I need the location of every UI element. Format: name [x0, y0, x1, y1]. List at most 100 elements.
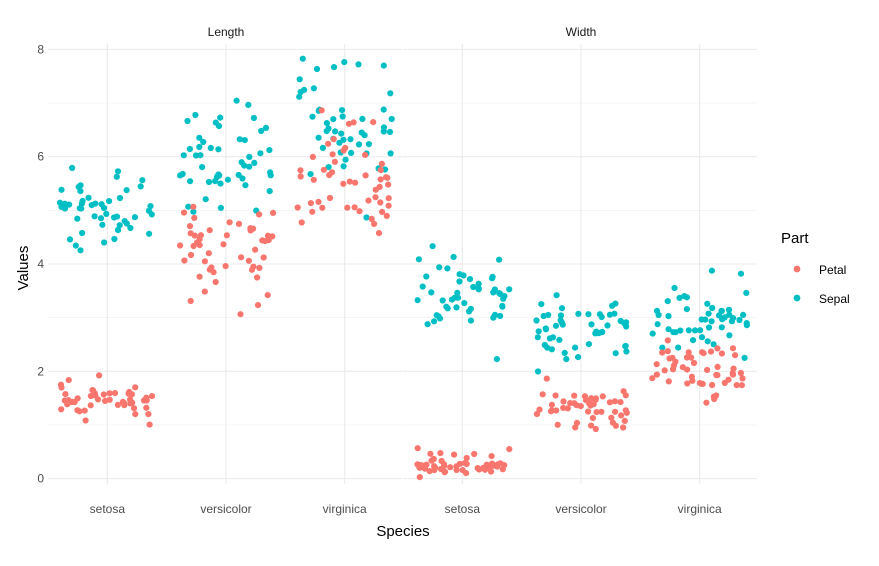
point-sepal-width-versicolor: [585, 341, 593, 348]
point-sepal-length-versicolor: [246, 153, 253, 160]
point-petal-width-setosa: [506, 446, 513, 453]
point-sepal-length-virginica: [380, 128, 387, 135]
point-petal-length-virginica: [294, 204, 301, 211]
point-petal-width-versicolor: [564, 405, 571, 412]
point-sepal-length-virginica: [359, 115, 366, 122]
point-sepal-length-virginica: [323, 128, 330, 135]
point-sepal-width-virginica: [708, 318, 715, 325]
point-sepal-length-versicolor: [190, 208, 197, 215]
x-tick-label: versicolor: [555, 502, 606, 516]
point-sepal-length-versicolor: [179, 170, 186, 178]
point-sepal-length-virginica: [336, 139, 343, 146]
point-petal-length-setosa: [143, 404, 150, 411]
point-petal-width-versicolor: [598, 408, 605, 415]
point-sepal-length-versicolor: [205, 178, 213, 186]
point-petal-width-virginica: [653, 361, 660, 368]
point-petal-length-versicolor: [191, 232, 198, 239]
point-petal-width-setosa: [414, 445, 421, 452]
point-petal-length-versicolor: [250, 263, 257, 270]
point-petal-width-setosa: [437, 450, 444, 457]
point-sepal-width-virginica: [665, 313, 672, 320]
point-petal-width-virginica: [739, 375, 746, 382]
point-sepal-width-setosa: [419, 283, 426, 290]
point-petal-width-setosa: [427, 450, 434, 457]
point-petal-width-setosa: [483, 461, 490, 468]
point-sepal-length-setosa: [91, 213, 98, 220]
point-sepal-width-virginica: [718, 307, 725, 314]
point-petal-width-setosa: [494, 463, 501, 470]
point-sepal-width-versicolor: [557, 312, 565, 319]
point-petal-length-virginica: [362, 151, 369, 158]
point-petal-width-virginica: [664, 348, 671, 355]
point-petal-length-versicolor: [238, 254, 245, 261]
point-petal-length-setosa: [102, 397, 109, 404]
point-petal-width-virginica: [684, 380, 691, 387]
point-petal-length-setosa: [132, 384, 139, 391]
point-petal-length-setosa: [106, 390, 113, 397]
point-sepal-length-versicolor: [250, 114, 257, 122]
point-sepal-length-setosa: [103, 210, 110, 217]
point-sepal-width-versicolor: [588, 321, 595, 328]
point-petal-length-versicolor: [201, 288, 208, 295]
point-sepal-width-virginica: [705, 324, 713, 331]
point-sepal-width-setosa: [431, 318, 438, 325]
point-petal-length-setosa: [94, 396, 102, 403]
point-petal-length-virginica: [365, 197, 372, 204]
point-petal-width-virginica: [689, 377, 696, 384]
point-sepal-length-virginica: [340, 163, 347, 170]
point-sepal-width-virginica: [740, 311, 747, 318]
point-petal-length-virginica: [385, 181, 392, 188]
point-petal-length-setosa: [89, 387, 96, 394]
point-sepal-length-versicolor: [258, 127, 265, 135]
point-petal-length-setosa: [130, 405, 138, 412]
point-petal-length-setosa: [100, 391, 107, 398]
point-petal-length-setosa: [143, 397, 150, 404]
point-petal-length-virginica: [376, 183, 383, 190]
y-tick-labels: 0 2 4 6 8: [37, 42, 44, 485]
point-petal-width-versicolor: [622, 407, 629, 414]
point-sepal-length-virginica: [342, 156, 349, 163]
point-petal-length-versicolor: [186, 223, 194, 230]
point-sepal-width-virginica: [708, 267, 716, 274]
point-sepal-length-virginica: [325, 164, 332, 171]
point-sepal-width-virginica: [736, 316, 743, 324]
point-sepal-length-versicolor: [192, 111, 199, 119]
point-petal-length-versicolor: [206, 227, 213, 234]
point-sepal-length-versicolor: [212, 119, 219, 126]
point-sepal-width-versicolor: [595, 330, 603, 337]
point-petal-length-versicolor: [180, 209, 188, 216]
point-petal-length-virginica: [375, 230, 383, 237]
point-sepal-width-setosa: [501, 293, 508, 300]
point-sepal-length-versicolor: [200, 138, 207, 146]
point-sepal-width-versicolor: [609, 302, 616, 309]
point-petal-length-setosa: [58, 406, 65, 413]
point-petal-length-setosa: [114, 401, 121, 408]
point-petal-width-virginica: [707, 348, 715, 355]
point-petal-length-virginica: [329, 151, 336, 158]
point-petal-length-virginica: [309, 153, 316, 160]
point-petal-width-virginica: [737, 369, 745, 377]
x-tick-labels: setosa versicolor virginica setosa versicolo…: [90, 502, 722, 516]
point-sepal-length-versicolor: [241, 137, 248, 144]
point-petal-length-virginica: [340, 180, 347, 187]
point-sepal-width-setosa: [499, 302, 506, 309]
point-petal-width-versicolor: [585, 408, 592, 415]
point-sepal-width-virginica: [676, 294, 683, 301]
point-sepal-width-setosa: [461, 300, 468, 307]
point-petal-length-versicolor: [256, 264, 263, 271]
point-petal-width-versicolor: [589, 414, 597, 422]
point-sepal-length-virginica: [363, 214, 370, 221]
point-petal-width-setosa: [471, 450, 478, 458]
point-sepal-width-versicolor: [623, 348, 630, 355]
point-petal-width-versicolor: [599, 393, 606, 400]
point-sepal-length-setosa: [61, 200, 68, 207]
point-sepal-width-virginica: [726, 332, 733, 339]
point-petal-length-virginica: [309, 208, 316, 215]
point-sepal-width-versicolor: [623, 319, 630, 326]
point-petal-length-virginica: [307, 200, 314, 207]
point-sepal-length-virginica: [296, 76, 303, 83]
point-petal-length-versicolor: [205, 250, 212, 257]
y-axis-title: Values: [15, 246, 32, 291]
legend-title: Part: [781, 230, 809, 247]
